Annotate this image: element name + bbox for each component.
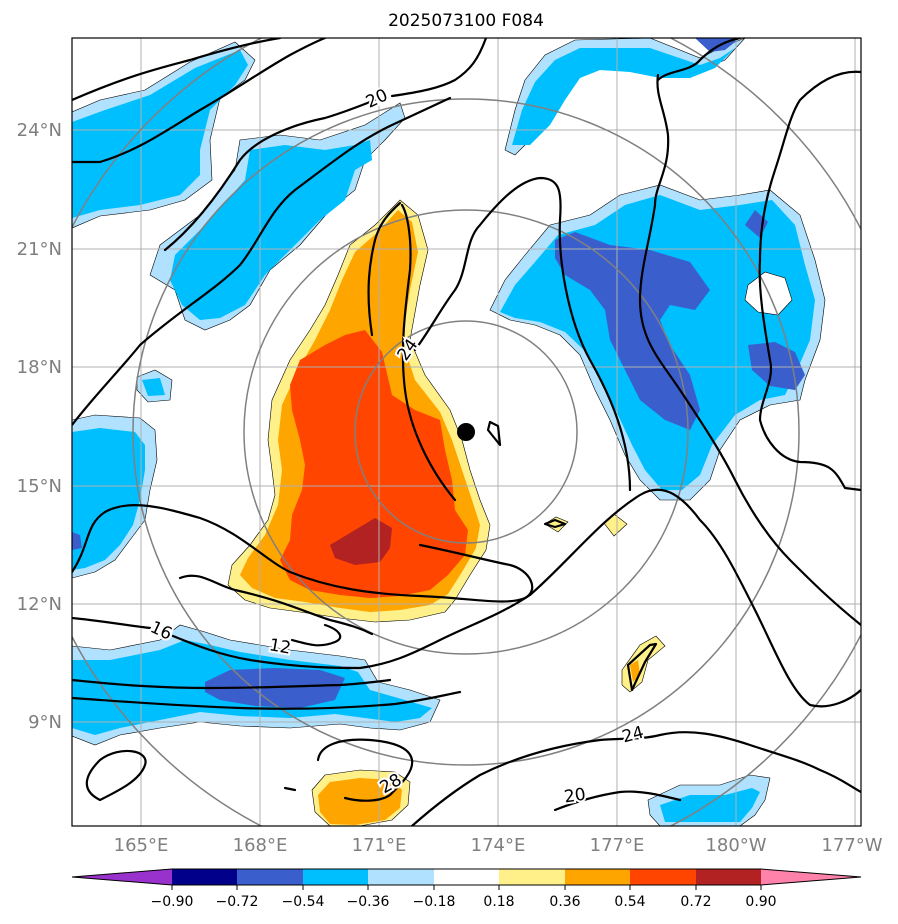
colorbar-segment: [630, 869, 696, 885]
contour-line: [72, 678, 392, 690]
contour-lines: [72, 38, 861, 826]
contour-line: [758, 70, 861, 492]
lon-tick-label: 180°W: [705, 835, 766, 856]
gridlines: [72, 38, 861, 826]
colorbar-extend-low: [72, 869, 172, 885]
lat-tick-label: 15°N: [17, 476, 62, 497]
shade-strong-east: [555, 232, 710, 430]
contour-line: [486, 420, 502, 447]
lon-tick-label: 171°E: [352, 835, 407, 856]
colorbar-segment: [434, 869, 499, 885]
contour-line: [410, 731, 861, 826]
lat-tick-label: 9°N: [28, 712, 62, 733]
shade-pos-max: [330, 518, 392, 565]
contour-line: [290, 623, 342, 647]
colorbar-segment: [565, 869, 630, 885]
range-ring-1: [354, 320, 578, 544]
range-ring-3: [132, 98, 800, 766]
lat-tick-label: 12°N: [17, 594, 62, 615]
contour-line: [553, 790, 682, 812]
contour-label: 20: [563, 785, 587, 808]
colorbar-tick-label: −0.54: [282, 894, 325, 910]
colorbar-segment: [237, 869, 303, 885]
colorbar-extend-high: [761, 869, 861, 885]
range-rings: [72, 38, 861, 826]
lat-tick-label: 18°N: [17, 357, 62, 378]
lon-tick-label: 168°E: [233, 835, 288, 856]
lon-tick-label: 174°E: [471, 835, 526, 856]
latitude-labels: 24°N 21°N 18°N 15°N 12°N 9°N: [17, 120, 62, 733]
colorbar-tick-label: 0.72: [680, 894, 711, 910]
colorbar-tick-label: 0.90: [745, 894, 776, 910]
contour-line: [163, 98, 377, 252]
contour-line: [72, 38, 327, 164]
colorbar-segment: [172, 869, 237, 885]
lon-tick-label: 165°E: [114, 835, 169, 856]
colorbar-labels: −0.90 −0.72 −0.54 −0.36 −0.18 0.18 0.36 …: [151, 894, 777, 910]
contour-line: [178, 574, 374, 636]
shade-strong-west: [72, 532, 82, 550]
range-ring-2: [243, 209, 689, 655]
contour-line: [638, 73, 861, 627]
longitude-labels: 165°E 168°E 171°E 174°E 177°E 180°W 177°…: [114, 835, 883, 856]
contour-line: [390, 38, 488, 98]
contour-line: [367, 201, 457, 502]
colorbar-ticks: [171, 885, 762, 890]
contour-line: [656, 38, 742, 82]
contour-line: [72, 96, 452, 427]
colorbar-tick-label: −0.18: [413, 894, 456, 910]
contour-line: [72, 690, 462, 710]
shade-core-west: [72, 428, 145, 570]
shade-core-ne: [512, 48, 735, 145]
shade-core-se: [660, 788, 760, 822]
contour-line: [72, 38, 282, 102]
contour-line: [72, 503, 534, 603]
contour-line: [626, 642, 658, 692]
contour-line: [72, 488, 861, 708]
colorbar-tick-label: −0.72: [216, 894, 259, 910]
contour-line: [85, 749, 147, 802]
colorbar-segment: [499, 869, 565, 885]
contour-line: [316, 738, 414, 802]
contour-label: 12: [268, 635, 293, 658]
lon-tick-label: 177°W: [821, 835, 882, 856]
colorbar-tick-label: 0.36: [549, 894, 580, 910]
figure-title: 2025073100 F084: [388, 11, 544, 31]
colorbar-tick-label: −0.36: [347, 894, 390, 910]
contour-line: [543, 518, 567, 529]
colorbar-tick-label: 0.54: [614, 894, 645, 910]
contour-line: [413, 176, 632, 492]
lat-tick-label: 21°N: [17, 239, 62, 260]
shade-core-west-small: [142, 378, 165, 396]
colorbar-segment: [696, 869, 761, 885]
lon-tick-label: 177°E: [590, 835, 645, 856]
colorbar-segment: [368, 869, 434, 885]
map-frame: [71, 37, 862, 827]
map-panel: 20 24 16 12 28 24 20: [71, 37, 862, 827]
colorbar: −0.90 −0.72 −0.54 −0.36 −0.18 0.18 0.36 …: [71, 868, 862, 910]
colorbar-tick-label: 0.18: [483, 894, 514, 910]
shade-pos-strong: [280, 330, 468, 598]
lat-tick-label: 24°N: [17, 120, 62, 141]
colorbar-tick-label: −0.90: [151, 894, 194, 910]
contour-line: [283, 786, 297, 792]
colorbar-segment: [303, 869, 368, 885]
shade-strong-east-2: [748, 342, 805, 390]
shade-core-n-mid: [170, 140, 372, 320]
storm-center-marker: [457, 423, 475, 441]
